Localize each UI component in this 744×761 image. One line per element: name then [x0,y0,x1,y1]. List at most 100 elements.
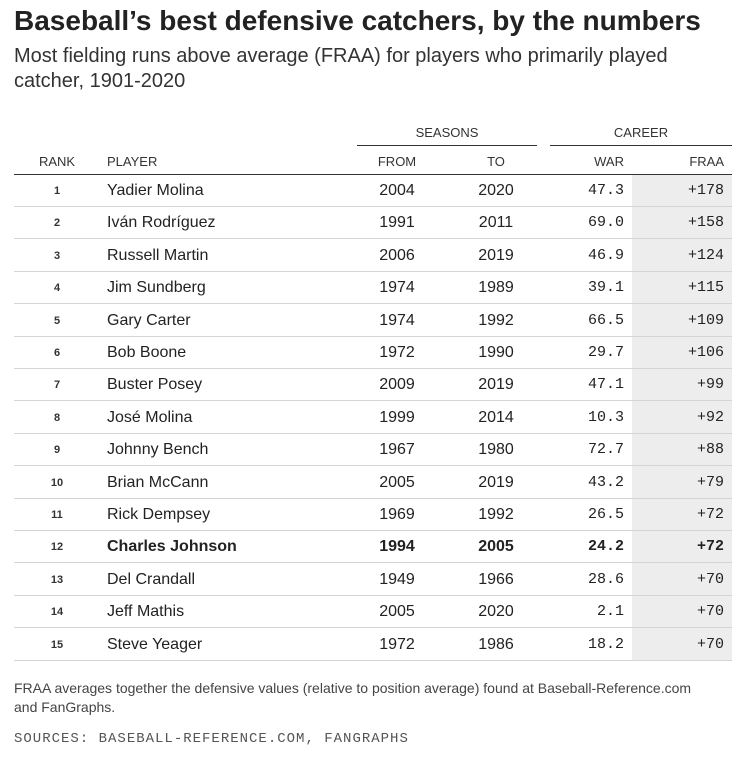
cell-fraa: +99 [696,376,724,394]
chart-title: Baseball’s best defensive catchers, by t… [14,5,701,36]
to-column-header: TO [487,154,505,169]
cell-war: 47.1 [587,376,624,394]
cell-war: 18.2 [587,635,624,653]
cell-player: Bob Boone [107,344,187,361]
cell-war: 47.3 [587,182,624,199]
cell-war: 72.7 [587,441,624,459]
cell-war: 39.1 [587,279,624,297]
cell-from: 1969 [379,506,415,523]
career-group-rule [550,145,732,146]
cell-to: 2019 [478,246,514,264]
table-row: 13 Del Crandall 1949 1966 28.6 +70 [14,564,732,596]
cell-from: 1991 [379,214,415,232]
cell-to: 1989 [478,279,514,297]
cell-fraa: +178 [687,182,724,199]
cell-to: 2011 [478,214,514,232]
cell-rank: 5 [53,314,61,327]
cell-fraa: +158 [687,214,724,232]
cell-rank: 10 [50,476,64,489]
cell-to: 1966 [478,570,514,588]
cell-rank: 3 [53,249,61,262]
cell-fraa: +106 [687,344,724,361]
cell-from: 2006 [379,246,415,264]
cell-player: Russell Martin [107,246,209,264]
cell-rank: 12 [50,541,64,554]
cell-player: Iván Rodríguez [107,214,216,232]
cell-from: 2009 [379,376,415,394]
sources-credit: SOURCES: BASEBALL-REFERENCE.COM, FANGRAP… [14,731,409,747]
cell-rank: 2 [53,217,61,230]
table-row: 14 Jeff Mathis 2005 2020 2.1 +70 [14,596,732,629]
cell-rank: 6 [53,347,61,359]
war-column-header: WAR [594,154,624,169]
footnote: FRAA averages together the defensive val… [14,680,692,715]
cell-player: Yadier Molina [107,182,204,199]
table-row: 15 Steve Yeager 1972 1986 18.2 +70 [14,629,732,661]
cell-war: 43.2 [587,473,624,491]
table-row: 12 Charles Johnson 1994 2005 24.2 +72 [14,531,732,564]
cell-fraa: +79 [696,473,724,491]
cell-war: 69.0 [587,214,624,232]
cell-to: 2019 [478,473,514,491]
cell-war: 66.5 [587,311,624,329]
cell-fraa: +70 [696,635,724,653]
cell-from: 1974 [379,311,415,329]
chart-subtitle: Most fielding runs above average (FRAA) … [14,45,668,92]
table-row: 5 Gary Carter 1974 1992 66.5 +109 [14,305,732,337]
cell-war: 46.9 [587,246,624,264]
cell-to: 1986 [478,635,514,653]
cell-fraa: +109 [687,311,724,329]
cell-from: 2005 [379,603,415,621]
table-row: 3 Russell Martin 2006 2019 46.9 +124 [14,240,732,272]
table-row: 1 Yadier Molina 2004 2020 47.3 +178 [14,175,732,207]
table-row: 6 Bob Boone 1972 1990 29.7 +106 [14,337,732,369]
cell-rank: 8 [53,411,61,424]
cell-rank: 7 [53,379,61,392]
cell-war: 10.3 [587,408,624,426]
cell-rank: 15 [50,638,64,651]
table-row: 4 Jim Sundberg 1974 1989 39.1 +115 [14,272,732,305]
cell-fraa: +88 [696,441,724,459]
cell-fraa: +70 [696,570,724,588]
cell-to: 1980 [478,441,514,459]
career-group-header: CAREER [613,125,669,140]
cell-fraa: +92 [696,408,724,426]
cell-rank: 13 [50,573,64,586]
fraa-column-header: FRAA [689,154,724,169]
cell-player: Buster Posey [107,376,203,394]
table-row: 8 José Molina 1999 2014 10.3 +92 [14,402,732,434]
cell-player: Rick Dempsey [107,506,211,523]
header-rule [14,174,732,175]
cell-fraa: +115 [687,279,724,297]
cell-from: 1967 [379,441,415,459]
cell-war: 29.7 [587,344,624,361]
cell-from: 2005 [379,473,415,491]
cell-to: 1990 [478,344,514,361]
cell-from: 2004 [379,182,415,199]
seasons-group-rule [357,145,537,146]
cell-player: Brian McCann [107,473,209,491]
cell-fraa: +72 [696,506,724,523]
cell-from: 1949 [379,570,415,588]
cell-player: Charles Johnson [107,538,237,556]
table-row: 10 Brian McCann 2005 2019 43.2 +79 [14,467,732,499]
from-column-header: FROM [377,154,417,169]
cell-to: 2019 [478,376,514,394]
cell-player: Del Crandall [107,570,196,588]
cell-war: 28.6 [587,570,624,588]
table-row: 11 Rick Dempsey 1969 1992 26.5 +72 [14,499,732,531]
cell-player: José Molina [107,408,193,426]
cell-war: 2.1 [596,603,624,621]
cell-from: 1974 [379,279,415,297]
cell-war: 26.5 [587,506,624,523]
table-row: 9 Johnny Bench 1967 1980 72.7 +88 [14,434,732,467]
cell-fraa: +124 [687,246,724,264]
cell-to: 2020 [478,182,514,199]
table-row: 7 Buster Posey 2009 2019 47.1 +99 [14,369,732,402]
cell-player: Johnny Bench [107,441,209,459]
cell-to: 2020 [478,603,514,621]
cell-rank: 4 [53,282,61,295]
player-column-header: PLAYER [107,154,158,169]
cell-player: Steve Yeager [107,635,203,653]
seasons-group-header: SEASONS [415,125,479,140]
